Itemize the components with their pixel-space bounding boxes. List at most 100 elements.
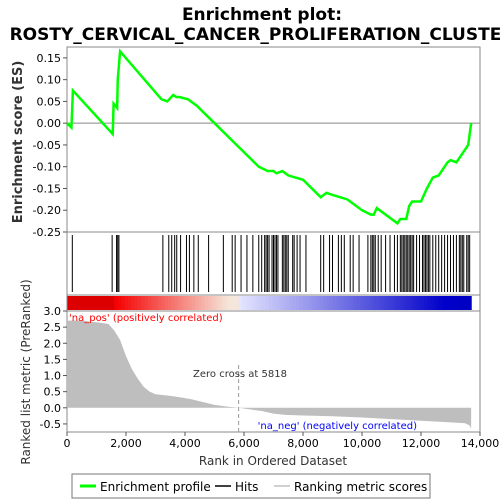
heatmap-cell <box>386 296 391 310</box>
legend-enrichment-label: Enrichment profile <box>100 480 211 494</box>
heatmap-cell <box>319 296 324 310</box>
es-y-tick-label: -0.05 <box>33 139 61 152</box>
heatmap-cell <box>376 296 381 310</box>
heatmap-cell <box>467 296 472 310</box>
legend-hits-label: Hits <box>235 480 258 494</box>
heatmap-cell <box>292 296 297 310</box>
heatmap-cell <box>440 296 445 310</box>
heatmap-cell <box>161 296 166 310</box>
heatmap-cell <box>363 296 368 310</box>
x-tick-label: 4,000 <box>169 437 201 450</box>
metric-y-tick-label: 1.5 <box>44 353 62 366</box>
heatmap-cell <box>194 296 199 310</box>
heatmap-cell <box>434 296 439 310</box>
es-y-axis-label: Enrichment score (ES) <box>11 61 26 224</box>
heatmap-cell <box>104 296 109 310</box>
heatmap-cell <box>275 296 280 310</box>
x-tick-label: 8,000 <box>287 437 319 450</box>
heatmap-cell <box>211 296 216 310</box>
heatmap-cell <box>265 296 270 310</box>
heatmap-cell <box>272 296 277 310</box>
heatmap-cell <box>447 296 452 310</box>
heatmap-cell <box>258 296 263 310</box>
metric-y-tick-label: 1.0 <box>44 370 62 383</box>
heatmap-cell <box>346 296 351 310</box>
heatmap-cell <box>252 296 257 310</box>
x-tick-label: 12,000 <box>402 437 441 450</box>
heatmap-cell <box>410 296 415 310</box>
heatmap-cell <box>201 296 206 310</box>
es-y-axis-ticks: 0.15 0.10 0.05 0.00 -0.05 -0.10 -0.15 -0.20 -0.2… <box>33 52 67 239</box>
es-y-tick-label: 0.00 <box>37 117 62 130</box>
heatmap-cell <box>461 296 466 310</box>
heatmap-cell <box>413 296 418 310</box>
heatmap-cell <box>93 296 98 310</box>
heatmap-cell <box>343 296 348 310</box>
metric-y-axis-label: Ranked list metric (PreRanked) <box>19 279 33 464</box>
heatmap-cell <box>316 296 321 310</box>
heatmap-cell <box>417 296 422 310</box>
heatmap-cell <box>427 296 432 310</box>
es-y-tick-label: 0.05 <box>37 95 62 108</box>
heatmap-cell <box>370 296 375 310</box>
heatmap-cell <box>366 296 371 310</box>
metric-y-tick-label: 3.0 <box>44 305 62 318</box>
heatmap-cell <box>289 296 294 310</box>
heatmap-cell <box>157 296 162 310</box>
heatmap-cell <box>269 296 274 310</box>
metric-y-tick-label: 0.0 <box>44 402 62 415</box>
heatmap-cell <box>262 296 267 310</box>
chart-title-line1: Enrichment plot: <box>182 5 342 25</box>
heatmap-cell <box>80 296 85 310</box>
heatmap-cell <box>235 296 240 310</box>
es-y-tick-label: 0.15 <box>37 52 62 65</box>
heatmap-cell <box>124 296 129 310</box>
heatmap-cell <box>73 296 78 310</box>
heatmap-cell <box>296 296 300 310</box>
heatmap-cell <box>333 296 338 310</box>
heatmap-cell <box>397 296 402 310</box>
heatmap-cell <box>464 296 469 310</box>
heatmap-cell <box>423 296 428 310</box>
metric-y-tick-label: 2.0 <box>44 337 62 350</box>
heatmap-cell <box>407 296 412 310</box>
heatmap-cell <box>356 296 361 310</box>
heatmap-cell <box>299 296 304 310</box>
metric-y-tick-label: -0.5 <box>40 418 61 431</box>
heatmap-cell <box>255 296 260 310</box>
heatmap-cell <box>181 296 186 310</box>
heatmap-cell <box>164 296 169 310</box>
heatmap-cell <box>390 296 395 310</box>
heatmap-cell <box>151 296 156 310</box>
heatmap-cell <box>191 296 196 310</box>
heatmap-cell <box>279 296 284 310</box>
heatmap-cell <box>400 296 405 310</box>
heatmap-cell <box>248 296 253 310</box>
heatmap-cell <box>154 296 159 310</box>
heatmap-cell <box>144 296 149 310</box>
es-y-tick-label: -0.10 <box>33 161 61 174</box>
x-tick-label: 0 <box>64 437 71 450</box>
heatmap-cell <box>120 296 125 310</box>
heatmap-cell <box>147 296 152 310</box>
metric-y-axis-ticks: 3.0 2.5 2.0 1.5 1.0 0.5 0.0 -0.5 <box>40 305 67 431</box>
heatmap-cell <box>380 296 385 310</box>
heatmap-cell <box>403 296 408 310</box>
heatmap-cell <box>221 296 226 310</box>
heatmap-cell <box>339 296 344 310</box>
heatmap-cell <box>353 296 358 310</box>
heatmap-cell <box>420 296 425 310</box>
heatmap-cell <box>134 296 139 310</box>
heatmap-cell <box>215 296 220 310</box>
heatmap-cell <box>450 296 455 310</box>
heatmap-cell <box>383 296 388 310</box>
heatmap-cell <box>178 296 183 310</box>
es-y-tick-label: 0.10 <box>37 74 62 87</box>
heatmap-cell <box>168 296 173 310</box>
heatmap-cell <box>430 296 435 310</box>
na-pos-label: 'na_pos' (positively correlated) <box>69 313 223 324</box>
heatmap-cell <box>171 296 176 310</box>
heatmap-cell <box>232 296 236 310</box>
heatmap-cell <box>329 296 334 310</box>
